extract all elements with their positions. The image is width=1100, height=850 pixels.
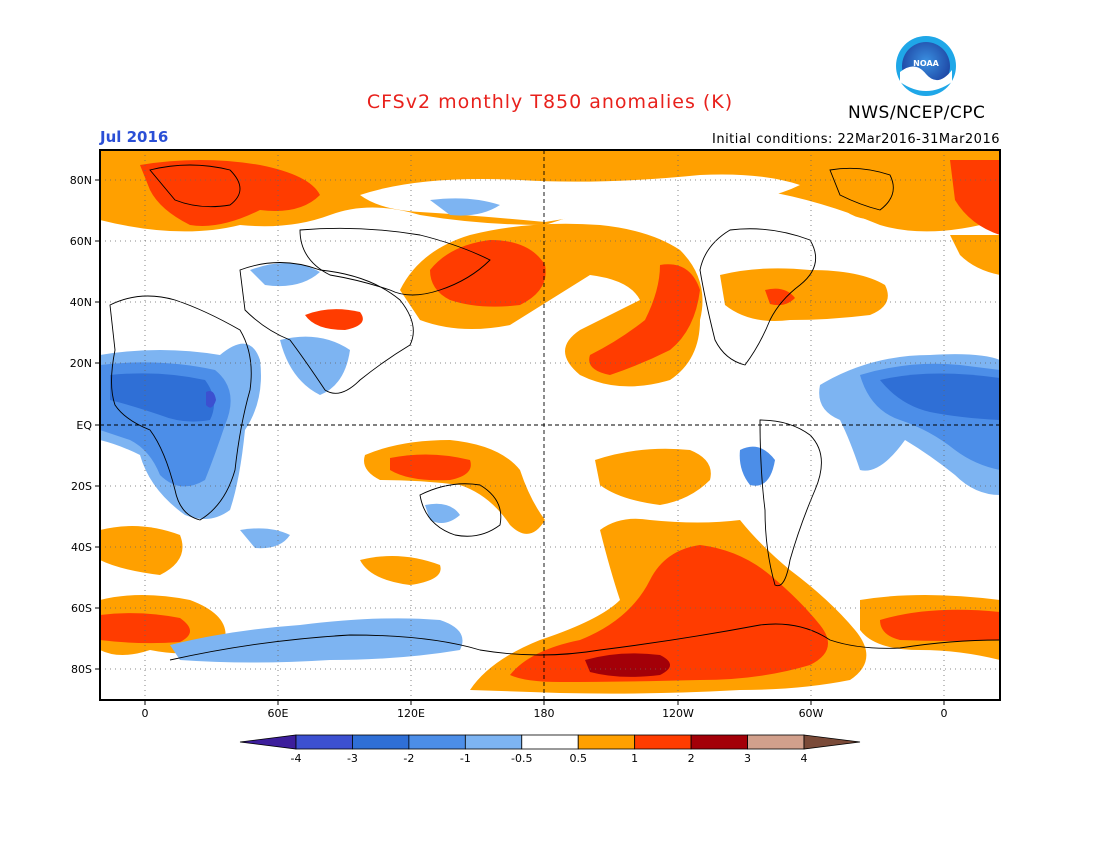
lat-label-60n: 60N <box>70 235 92 248</box>
blue-region-south-america <box>739 446 775 486</box>
lat-label-20n: 20N <box>70 357 92 370</box>
orange-region-south-indian-east <box>360 556 441 585</box>
colorbar-label: -1 <box>460 752 471 765</box>
lon-label-0-west: 0 <box>142 707 149 720</box>
lon-label-60e: 60E <box>268 707 289 720</box>
red-region-east-us <box>765 288 795 306</box>
blue-region-arctic <box>430 198 500 216</box>
colorbar-swatch <box>747 734 805 750</box>
forecast-period: Jul 2016 <box>100 128 169 146</box>
lat-label-80s: 80S <box>71 663 92 676</box>
lon-label-120w: 120W <box>662 707 694 720</box>
red-region-south-pacific <box>510 545 828 682</box>
colorbar-swatch <box>634 734 692 750</box>
lat-label-80n: 80N <box>70 174 92 187</box>
colorbar-swatch <box>352 734 410 750</box>
lat-label-20s: 20S <box>71 480 92 493</box>
colorbar-label: 2 <box>688 752 695 765</box>
lon-label-120e: 120E <box>397 707 425 720</box>
orange-region-east-pacific <box>595 448 711 505</box>
colorbar-label: 3 <box>744 752 751 765</box>
colorbar-swatch <box>295 734 353 750</box>
colorbar-swatch <box>521 734 579 750</box>
axis-ticks <box>95 179 945 705</box>
lat-label-40s: 40S <box>71 541 92 554</box>
lon-label-0-east: 0 <box>941 707 948 720</box>
colorbar-label: 0.5 <box>569 752 587 765</box>
lat-label-60s: 60S <box>71 602 92 615</box>
blue-region-europe <box>250 262 320 287</box>
lat-label-40n: 40N <box>70 296 92 309</box>
colorbar-label: -2 <box>403 752 414 765</box>
colorbar-label: 4 <box>801 752 808 765</box>
colorbar-swatch <box>464 734 523 750</box>
blue-region-atlantic-dark <box>880 373 1000 420</box>
blue-region-middle-east <box>280 336 350 395</box>
blue-region-south-indian <box>240 528 290 549</box>
orange-region-canada <box>835 180 906 220</box>
organization-label: NWS/NCEP/CPC <box>848 103 986 123</box>
red-region-kamchatka <box>430 240 546 307</box>
colorbar-label: -4 <box>291 752 302 765</box>
red-region-scandinavia <box>140 160 320 226</box>
logo-text: NOAA <box>913 59 939 68</box>
blue-region-australia <box>425 503 460 524</box>
purple-region-africa <box>206 391 216 408</box>
colorbar-swatch <box>408 734 466 750</box>
colorbar-label: 1 <box>631 752 638 765</box>
colorbar-arrow-low <box>239 734 297 750</box>
orange-region-atlantic-east <box>950 235 1000 275</box>
initial-conditions: Initial conditions: 22Mar2016-31Mar2016 <box>712 132 1000 147</box>
red-region-southern-atlantic <box>100 613 190 644</box>
red-region-southern-indian <box>880 609 1000 641</box>
orange-region-south-indian-ocean <box>100 526 183 575</box>
colorbar-swatch <box>577 734 636 750</box>
colorbar-swatch <box>690 734 748 750</box>
red-region-asia <box>305 309 363 330</box>
colorbar-label: -3 <box>347 752 358 765</box>
colorbar-arrow-high <box>803 734 861 750</box>
blue-region-antarctic-coast <box>170 618 463 663</box>
coastlines <box>109 164 1000 661</box>
latitude-labels: 80N 60N 40N 20N EQ 20S 40S 60S 80S <box>70 174 93 676</box>
colorbar-label: -0.5 <box>511 752 532 765</box>
lat-label-eq: EQ <box>76 419 92 432</box>
lon-label-60w: 60W <box>799 707 824 720</box>
blue-region-africa-dark <box>110 373 214 422</box>
red-region-australia <box>390 454 471 481</box>
anomaly-shading <box>100 150 1000 694</box>
red-region-greenland <box>950 160 1000 235</box>
orange-region-north-atlantic <box>720 268 888 321</box>
map-title: CFSv2 monthly T850 anomalies (K) <box>366 91 734 113</box>
reference-lines <box>100 150 1000 700</box>
lon-label-180: 180 <box>534 707 555 720</box>
colorbar: -4 -3 -2 -1 -0.5 0.5 1 2 3 4 <box>239 734 861 765</box>
longitude-labels: 0 60E 120E 180 120W 60W 0 <box>142 707 948 720</box>
noaa-logo: NOAA <box>896 36 956 96</box>
red-region-west-coast <box>589 264 700 375</box>
darkred-region-antarctic <box>585 653 670 677</box>
